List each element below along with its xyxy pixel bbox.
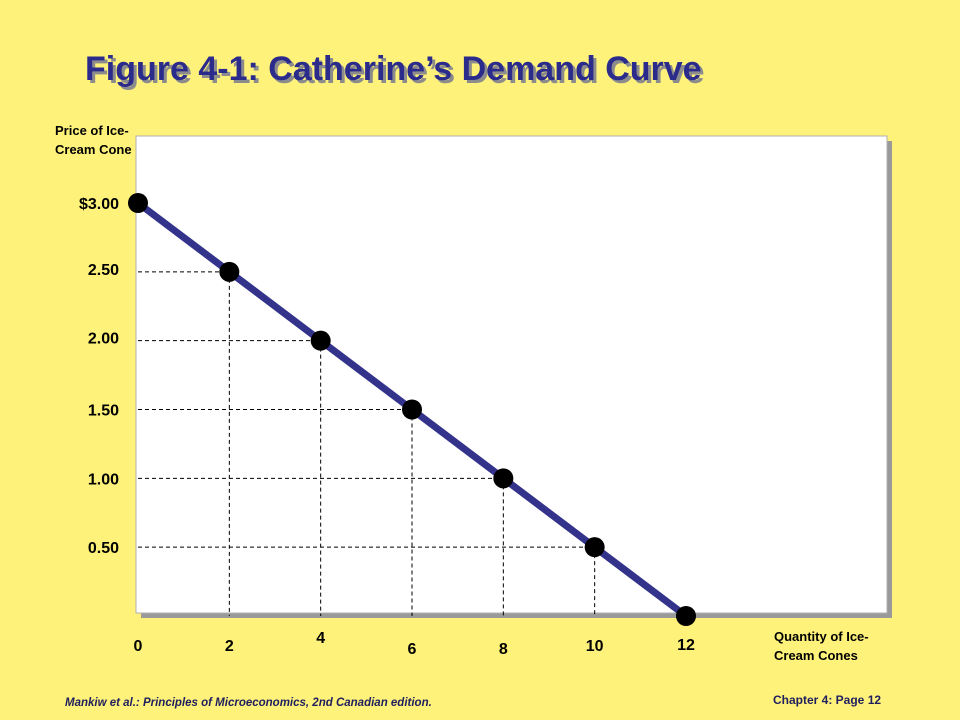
data-point-6 [676,606,696,626]
y-tick-label: $3.00 [79,196,119,213]
x-tick-label: 8 [499,641,508,658]
y-tick-label: 1.00 [88,471,119,488]
x-tick-label: 2 [225,638,234,655]
data-point-0 [128,193,148,213]
slide-title: Figure 4-1: Catherine’s Demand Curve [85,50,702,88]
data-point-5 [584,537,605,558]
plot-area [135,135,888,614]
data-point-1 [219,261,240,282]
footer-citation: Mankiw et al.: Principles of Microeconom… [65,697,432,709]
x-tick-label: 4 [316,630,325,647]
x-tick-label: 6 [408,641,417,658]
y-tick-label: 1.50 [88,403,119,420]
y-tick-label: 0.50 [88,540,119,557]
data-point-3 [402,399,422,420]
y-axis-label: Price of Ice-Cream Cone [55,123,132,157]
x-tick-label: 0 [134,638,143,655]
data-point-2 [310,330,331,351]
x-axis-label: Quantity of Ice-Cream Cones [774,629,869,663]
y-tick-label: 2.50 [88,262,119,279]
footer-page: Chapter 4: Page 12 [773,693,882,707]
y-tick-label: 2.00 [88,331,119,348]
x-tick-label: 10 [586,638,604,655]
x-tick-label: 12 [677,637,695,654]
data-point-4 [493,468,514,489]
